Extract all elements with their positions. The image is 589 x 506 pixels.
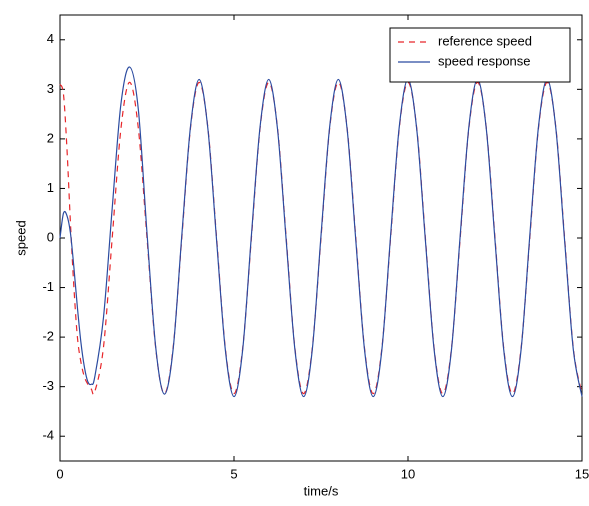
x-tick-label: 15 xyxy=(575,466,589,481)
legend-box xyxy=(389,27,571,83)
y-axis-label: speed xyxy=(13,220,28,255)
legend-label: speed response xyxy=(438,53,531,68)
y-tick-label: 0 xyxy=(47,229,54,244)
y-tick-label: 3 xyxy=(47,81,54,96)
y-tick-label: 1 xyxy=(47,180,54,195)
x-tick-label: 5 xyxy=(230,466,237,481)
data-line xyxy=(59,66,583,398)
x-tick-label: 10 xyxy=(401,466,415,481)
y-tick-label: -2 xyxy=(42,329,54,344)
legend-label: reference speed xyxy=(438,33,532,48)
y-tick-label: -4 xyxy=(42,428,54,443)
x-axis-label: time/s xyxy=(304,483,339,498)
x-tick-label: 0 xyxy=(56,466,63,481)
y-tick-label: 4 xyxy=(47,31,54,46)
y-tick-label: -3 xyxy=(42,378,54,393)
y-tick-label: -1 xyxy=(42,279,54,294)
legend: reference speed speed response xyxy=(389,27,571,83)
y-tick-label: 2 xyxy=(47,130,54,145)
